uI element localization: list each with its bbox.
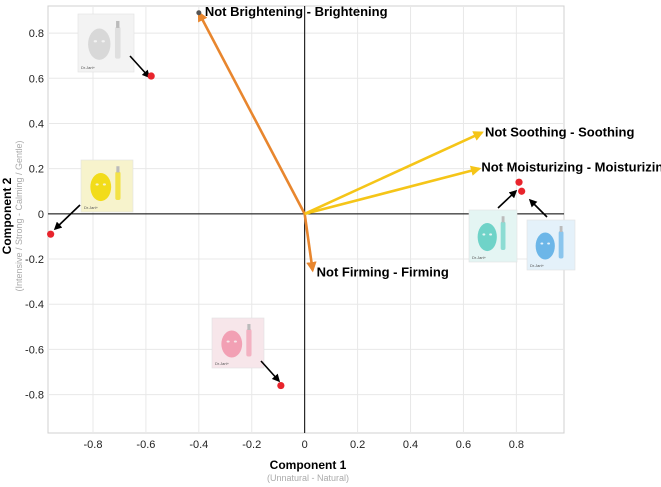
y-tick-label: -0.8 xyxy=(25,390,44,402)
x-tick-label: -0.6 xyxy=(136,439,155,451)
y-axis-title: Component 2 xyxy=(0,177,14,254)
pointer-arrows xyxy=(53,55,548,383)
x-tick-label: 0 xyxy=(302,439,308,451)
score-point xyxy=(515,178,523,186)
vector-tip-marker xyxy=(196,10,202,16)
x-tick-labels: -0.8 -0.6 -0.4 -0.2 0 0.2 0.4 0.6 0.8 xyxy=(84,439,525,451)
x-axis-subtitle: (Unnatural - Natural) xyxy=(267,473,349,483)
pointer-arrow xyxy=(260,360,281,383)
score-point xyxy=(277,381,285,390)
y-tick-labels: 0.8 0.6 0.4 0.2 0 -0.2 -0.4 -0.6 -0.8 xyxy=(25,28,44,401)
vector-labels: Not Brightening - Brightening Not Firming… xyxy=(205,4,661,280)
product-brand-label: Dr.Jart+ xyxy=(530,263,545,268)
y-tick-label: -0.2 xyxy=(25,254,44,266)
product-brand-label: Dr.Jart+ xyxy=(215,361,230,366)
y-tick-label: 0.4 xyxy=(29,118,44,130)
blue-mask-product-image: Dr.Jart+ xyxy=(526,219,576,271)
product-images: Dr.Jart+ Dr.Jart+ Dr.Jart+ Dr.Jart+ Dr.Jart+ xyxy=(77,13,576,369)
y-tick-label: 0 xyxy=(38,209,44,221)
vector-arrow xyxy=(197,10,306,215)
pointer-arrow xyxy=(497,189,518,209)
y-tick-label: -0.6 xyxy=(25,344,44,356)
vector-label: Not Moisturizing - Moisturizing xyxy=(481,160,661,175)
pointer-arrow xyxy=(129,55,151,79)
x-tick-label: -0.2 xyxy=(242,439,261,451)
y-axis-subtitle: (Intensive / Strong - Calming / Gentle) xyxy=(14,140,24,291)
y-tick-label: 0.8 xyxy=(29,28,44,40)
x-tick-label: 0.2 xyxy=(350,439,365,451)
vector-arrow xyxy=(304,165,482,216)
x-axis-title: Component 1 xyxy=(270,458,347,472)
teal-mask-product-image: Dr.Jart+ xyxy=(468,209,518,263)
score-points xyxy=(47,10,526,390)
x-tick-label: 0.8 xyxy=(509,439,524,451)
y-tick-label: 0.6 xyxy=(29,73,44,85)
vector-label: Not Soothing - Soothing xyxy=(485,125,635,140)
x-tick-label: 0.4 xyxy=(403,439,418,451)
vector-arrow xyxy=(304,131,484,216)
yellow-mask-product-image: Dr.Jart+ xyxy=(80,159,134,213)
vector-arrow xyxy=(303,213,317,273)
product-brand-label: Dr.Jart+ xyxy=(84,205,99,210)
vector-label: Not Brightening - Brightening xyxy=(205,4,388,19)
vector-label: Not Firming - Firming xyxy=(317,264,449,279)
y-tick-label: 0.2 xyxy=(29,164,44,176)
x-tick-label: 0.6 xyxy=(456,439,471,451)
white-mask-product-image: Dr.Jart+ xyxy=(77,13,135,73)
product-brand-label: Dr.Jart+ xyxy=(81,65,96,70)
product-brand-label: Dr.Jart+ xyxy=(472,255,487,260)
y-tick-label: -0.4 xyxy=(25,299,44,311)
pink-mask-product-image: Dr.Jart+ xyxy=(211,317,265,369)
pointer-arrow xyxy=(528,198,548,218)
x-tick-label: -0.4 xyxy=(189,439,208,451)
pointer-arrow xyxy=(53,204,81,231)
loading-vectors xyxy=(197,10,484,273)
x-tick-label: -0.8 xyxy=(84,439,103,451)
score-point xyxy=(518,187,526,195)
score-point xyxy=(47,230,55,238)
score-point xyxy=(147,72,155,80)
